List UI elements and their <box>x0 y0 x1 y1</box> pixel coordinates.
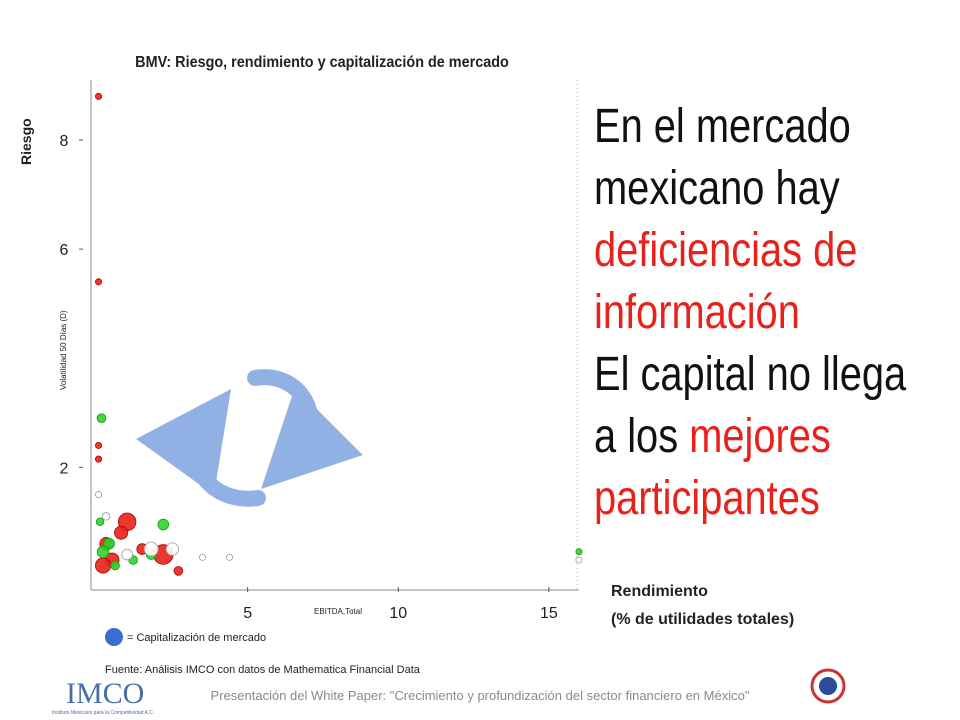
plot: 2 6 8 5 10 15 <box>60 80 583 622</box>
headline: En el mercado mexicano hay deficiencias de… <box>594 100 907 525</box>
headline-segment: participantes <box>594 472 820 525</box>
legend-swatch <box>105 628 123 646</box>
legend-label: = Capitalización de mercado <box>127 632 266 644</box>
headline-segment: mexicano hay <box>594 162 840 215</box>
arrow <box>247 369 363 489</box>
bubble <box>114 525 129 540</box>
bubble <box>165 542 179 556</box>
inner-x-label: EBITDA,Total <box>314 607 362 616</box>
x-tick-label: 10 <box>389 605 407 622</box>
bubble <box>95 455 103 463</box>
inner-y-label: Volatilidad 50 Días (D) <box>59 310 68 390</box>
source: Fuente: Análisis IMCO con datos de Mathe… <box>105 664 421 676</box>
bubble <box>95 557 112 574</box>
headline-line: El capital no llega <box>594 348 907 401</box>
bubble <box>575 556 583 564</box>
y-tick-label: 2 <box>60 460 69 477</box>
bubble <box>226 553 234 561</box>
headline-line: participantes <box>594 472 820 525</box>
headline-segment: a los <box>594 410 689 463</box>
cycle-arrows <box>136 369 363 507</box>
bubble <box>173 566 184 576</box>
logo-subtitle: Instituto Mexicano para la Competitivida… <box>52 710 154 716</box>
logo-name: IMCO <box>66 677 144 710</box>
bubble <box>95 278 103 286</box>
headline-segment: mejores <box>689 410 831 463</box>
amcham-logo <box>819 677 837 695</box>
headline-segment: En el mercado <box>594 100 851 153</box>
bubble <box>103 537 115 550</box>
headline-segment: información <box>594 286 800 339</box>
headline-segment: El capital no llega <box>594 348 907 401</box>
chart-title: BMV: Riesgo, rendimiento y capitalizació… <box>135 53 509 71</box>
headline-line: mexicano hay <box>594 162 840 215</box>
x-axis-label: (% de utilidades totales) <box>611 611 794 628</box>
bubble <box>101 512 111 521</box>
y-tick-label: 6 <box>60 242 69 259</box>
bubble <box>198 553 206 561</box>
headline-line: deficiencias de <box>594 224 857 277</box>
y-axis-label: Riesgo <box>18 118 34 165</box>
bubble <box>96 545 110 559</box>
headline-segment: deficiencias de <box>594 224 857 277</box>
x-tick-label: 5 <box>243 605 252 622</box>
headline-line: a los mejores <box>594 410 831 463</box>
bubble <box>96 413 107 423</box>
bubble <box>110 560 120 571</box>
bubble <box>143 541 159 557</box>
x-tick-label: 15 <box>540 605 558 622</box>
bubble <box>121 548 133 561</box>
bubble <box>95 491 103 499</box>
bubble <box>95 441 103 449</box>
bubble <box>575 548 583 556</box>
arrow <box>136 388 266 507</box>
y-tick-label: 8 <box>60 133 69 150</box>
x-axis-label: Rendimiento <box>611 583 708 600</box>
bubble <box>157 518 170 531</box>
headline-line: información <box>594 286 800 339</box>
bubble <box>95 92 103 100</box>
headline-line: En el mercado <box>594 100 851 153</box>
bubble <box>95 517 105 527</box>
footer: Presentación del White Paper: "Crecimien… <box>211 688 750 703</box>
